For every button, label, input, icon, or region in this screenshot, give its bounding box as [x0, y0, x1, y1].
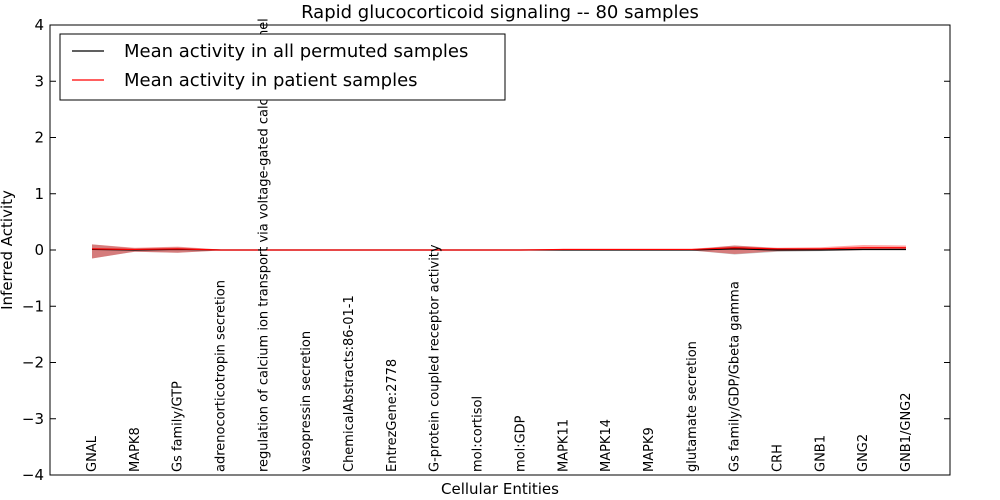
entity-label: vasopressin secretion — [299, 331, 314, 472]
entity-label: MAPK9 — [642, 427, 657, 472]
entity-label: Gs family/GDP/Gbeta gamma — [728, 281, 743, 472]
entity-label: ChemicalAbstracts:86-01-1 — [342, 295, 357, 472]
entity-label: mol:GDP — [513, 415, 528, 472]
entity-label: mol:cortisol — [471, 396, 486, 472]
entity-label: GNB1/GNG2 — [899, 392, 914, 472]
y-tick-label: 2 — [34, 129, 44, 147]
series-line-1 — [91, 247, 906, 251]
entity-label: adrenocorticotropin secretion — [214, 280, 229, 472]
entity-label: MAPK11 — [556, 419, 571, 472]
entity-label: GNB1 — [813, 435, 828, 472]
y-tick-label: −1 — [22, 297, 44, 315]
chart-title: Rapid glucocorticoid signaling -- 80 sam… — [301, 2, 699, 23]
y-tick-label: −2 — [22, 354, 44, 372]
y-tick-label: −3 — [22, 410, 44, 428]
entity-label: G-protein coupled receptor activity — [428, 244, 443, 472]
y-tick-label: 0 — [34, 241, 44, 259]
entity-label: MAPK8 — [128, 427, 143, 472]
series-band-1 — [92, 244, 906, 259]
entity-label: Gs family/GTP — [171, 381, 186, 472]
entity-label: GNAL — [85, 435, 100, 472]
entity-label: regulation of calcium ion transport via … — [256, 18, 271, 472]
legend: Mean activity in all permuted samples Mea… — [59, 33, 506, 101]
legend-box — [59, 33, 506, 101]
y-tick-label: 3 — [34, 72, 44, 90]
y-tick-label: 1 — [34, 185, 44, 203]
plot-area: GNAL MAPK8 Gs family/GTP adrenocorticotropi… — [22, 16, 951, 484]
entity-label: EntrezGene:2778 — [385, 359, 400, 472]
entity-label: glutamate secretion — [685, 341, 700, 472]
y-tick-label: 4 — [34, 16, 44, 34]
entity-label: GNG2 — [856, 434, 871, 472]
y-axis-label: Inferred Activity — [0, 190, 16, 310]
y-tick-label: −4 — [22, 466, 44, 484]
legend-entry-0: Mean activity in all permuted samples — [124, 41, 468, 62]
entity-label: CRH — [770, 444, 785, 472]
legend-entry-1: Mean activity in patient samples — [124, 70, 418, 91]
entity-label: MAPK14 — [599, 419, 614, 472]
series-band-0 — [92, 244, 906, 259]
x-axis-label: Cellular Entities — [441, 480, 559, 498]
